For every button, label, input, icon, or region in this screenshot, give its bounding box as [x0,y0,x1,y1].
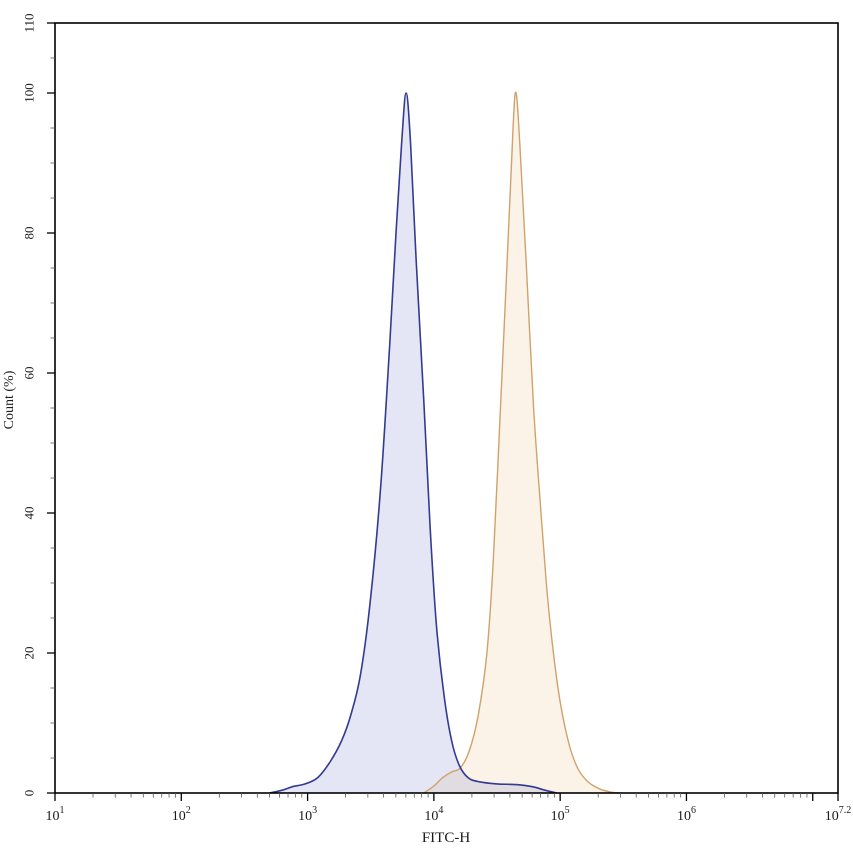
x-tick-label: 107.2 [825,805,852,824]
histogram-curves [268,91,622,794]
axis-tick-labels: 0 20 40 60 80 100 110 101 102 103 104 105 106 107.2 [22,13,852,824]
y-tick-label: 40 [22,507,37,520]
x-tick-label: 106 [677,805,696,824]
axis-ticks [47,22,839,801]
x-tick-label: 101 [46,805,65,824]
y-tick-label: 110 [22,13,37,32]
orange-histogram-area [423,92,621,794]
x-tick-label: 104 [424,805,443,824]
plot-border [54,22,839,794]
y-axis-title: Count (%) [2,370,17,429]
blue-histogram-area [269,93,557,793]
plot-frame [54,22,839,794]
y-tick-label: 60 [22,367,37,380]
y-tick-label: 0 [22,790,37,797]
x-tick-label: 102 [172,805,191,824]
blue-histogram-curve [268,92,558,794]
y-tick-label: 20 [22,647,37,660]
orange-histogram-curve [423,91,622,794]
x-axis-title: FITC-H [422,830,471,846]
histogram-areas [269,92,621,794]
y-tick-label: 80 [22,227,37,240]
x-tick-label: 103 [298,805,317,824]
y-tick-label: 100 [22,83,37,103]
x-tick-label: 105 [551,805,570,824]
